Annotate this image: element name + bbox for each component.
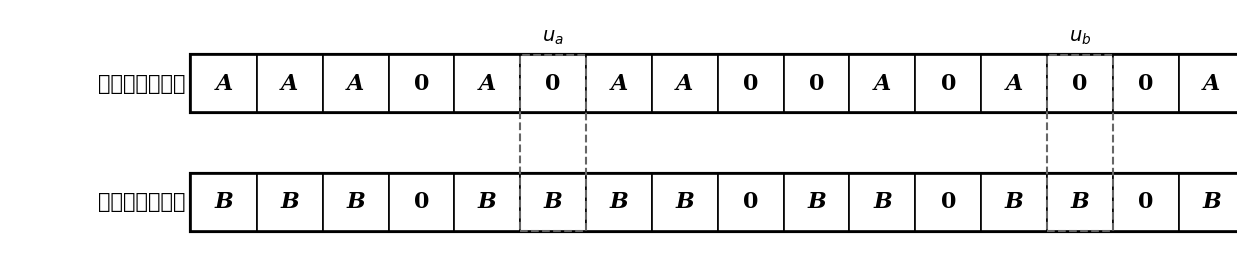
Bar	[1047, 174, 1113, 231]
Text: A: A	[676, 73, 693, 95]
Bar	[191, 55, 256, 112]
Bar	[191, 55, 1238, 112]
Text: A: A	[610, 73, 628, 95]
Bar	[718, 174, 784, 231]
Bar	[1113, 174, 1179, 231]
Text: A: A	[1203, 73, 1221, 95]
Bar	[1179, 174, 1238, 231]
Bar	[784, 174, 849, 231]
Text: B: B	[478, 191, 496, 213]
Text: B: B	[1202, 191, 1221, 213]
Bar	[520, 55, 586, 112]
Bar	[520, 174, 586, 231]
Text: 0: 0	[413, 191, 430, 213]
Bar	[323, 55, 389, 112]
Text: 0: 0	[941, 191, 956, 213]
Text: A: A	[281, 73, 298, 95]
Bar	[982, 55, 1047, 112]
Text: A: A	[1005, 73, 1023, 95]
Text: B: B	[609, 191, 629, 213]
Text: A: A	[479, 73, 496, 95]
Bar	[256, 55, 323, 112]
Bar	[454, 55, 520, 112]
Text: A: A	[347, 73, 364, 95]
Bar	[1047, 55, 1113, 231]
Text: B: B	[214, 191, 233, 213]
Text: 0: 0	[743, 191, 759, 213]
Text: 0: 0	[1072, 73, 1088, 95]
Text: $u_a$: $u_a$	[542, 28, 565, 47]
Text: 0: 0	[546, 73, 561, 95]
Text: B: B	[280, 191, 300, 213]
Text: 0: 0	[413, 73, 430, 95]
Bar	[718, 55, 784, 112]
Text: B: B	[873, 191, 891, 213]
Text: 0: 0	[1138, 73, 1154, 95]
Text: A: A	[215, 73, 233, 95]
Bar	[1179, 55, 1238, 112]
Bar	[323, 174, 389, 231]
Text: B: B	[1005, 191, 1024, 213]
Bar	[389, 55, 454, 112]
Bar	[191, 174, 1238, 231]
Bar	[454, 174, 520, 231]
Text: B: B	[676, 191, 695, 213]
Bar	[1113, 55, 1179, 112]
Text: 第二待译码序列: 第二待译码序列	[99, 73, 186, 94]
Bar	[389, 174, 454, 231]
Bar	[586, 174, 652, 231]
Text: B: B	[347, 191, 365, 213]
Text: 0: 0	[743, 73, 759, 95]
Bar	[520, 55, 586, 231]
Text: 0: 0	[941, 73, 956, 95]
Bar	[652, 174, 718, 231]
Bar	[191, 174, 256, 231]
Text: B: B	[807, 191, 826, 213]
Bar	[586, 55, 652, 112]
Bar	[652, 55, 718, 112]
Text: 0: 0	[1138, 191, 1154, 213]
Bar	[982, 174, 1047, 231]
Text: 0: 0	[808, 73, 825, 95]
Bar	[849, 55, 915, 112]
Text: B: B	[543, 191, 562, 213]
Bar	[849, 174, 915, 231]
Text: $u_b$: $u_b$	[1068, 28, 1091, 47]
Bar	[256, 174, 323, 231]
Text: B: B	[1071, 191, 1089, 213]
Text: A: A	[874, 73, 891, 95]
Bar	[1047, 55, 1113, 112]
Text: 第一待译码序列: 第一待译码序列	[99, 192, 186, 212]
Bar	[915, 55, 982, 112]
Bar	[915, 174, 982, 231]
Bar	[784, 55, 849, 112]
